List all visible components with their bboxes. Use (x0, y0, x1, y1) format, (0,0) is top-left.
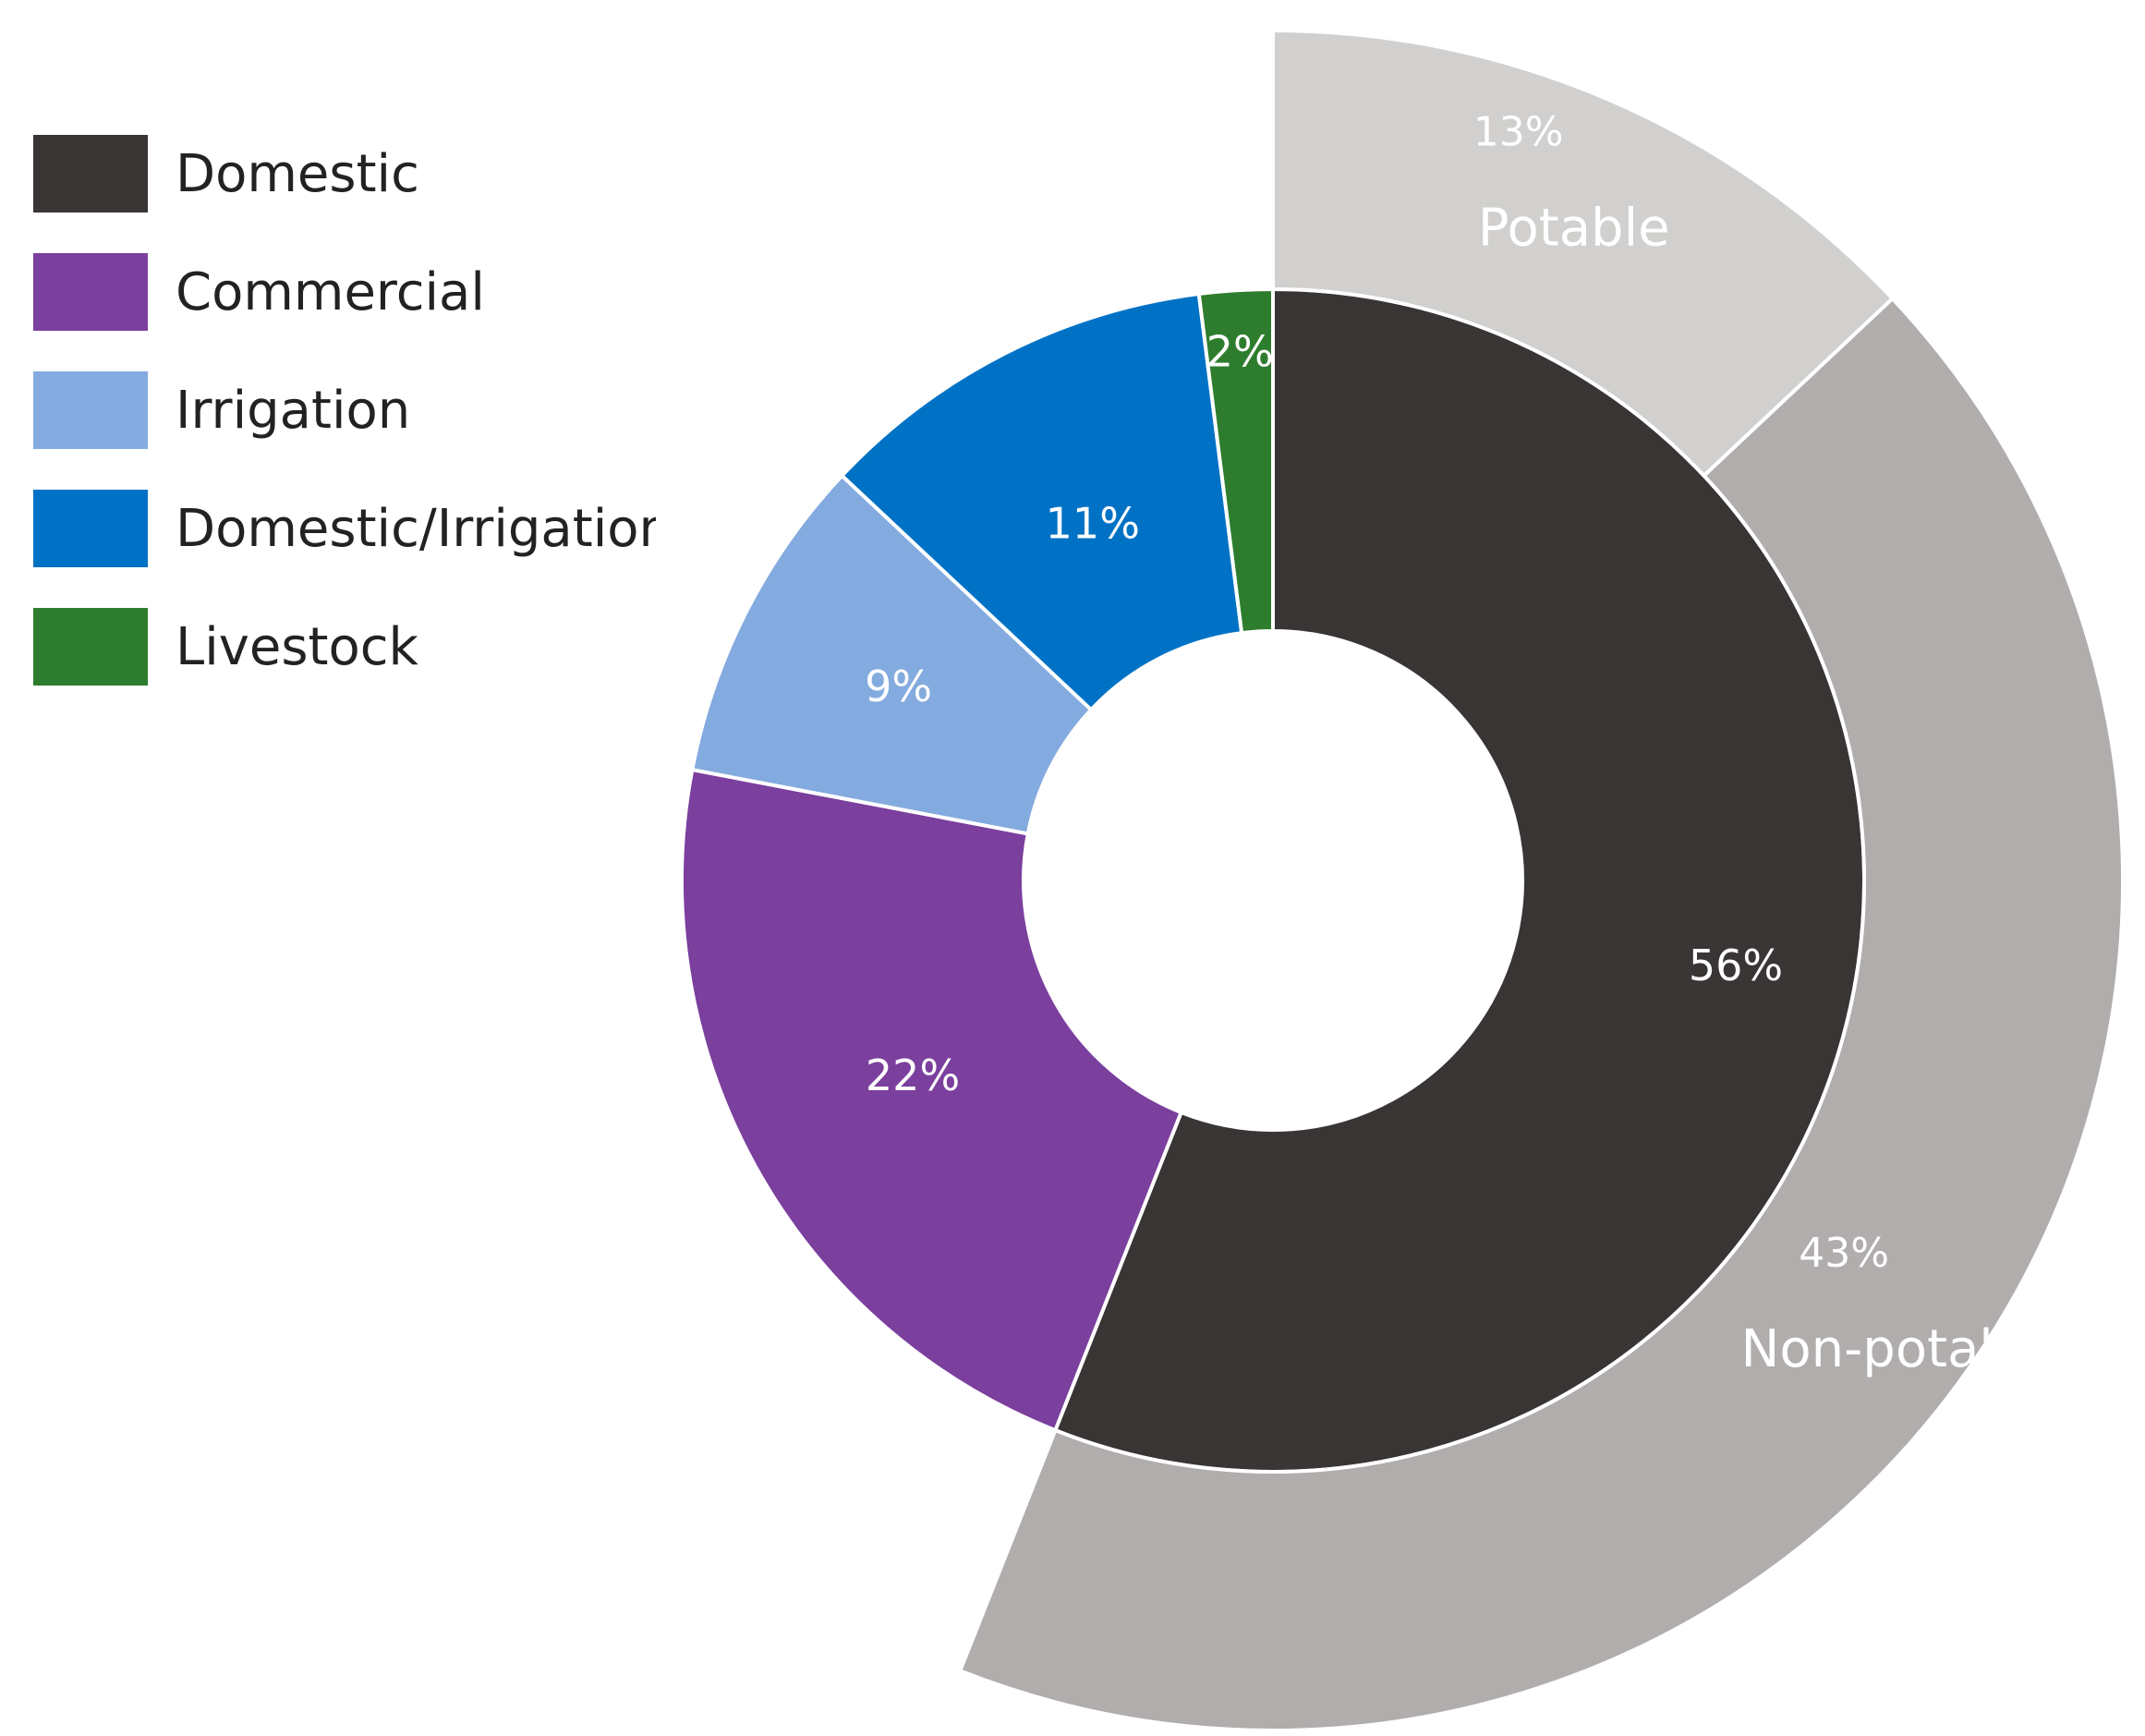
data-label-domestic-irrigation: 11% (1046, 498, 1140, 548)
data-label-livestock: 2% (1206, 327, 1274, 377)
data-label-potable: 13% (1473, 108, 1564, 155)
outer-slice-non-potable (957, 296, 2125, 1732)
category-label-potable: Potable (1478, 199, 1670, 259)
data-label-domestic: 56% (1689, 941, 1783, 990)
legend-item-commercial: Commercial (33, 253, 656, 331)
inner-slice-livestock (1196, 286, 1275, 636)
legend-item-livestock: Livestock (33, 608, 656, 686)
legend-swatch-commercial (33, 253, 148, 331)
legend-swatch-domestic-irrigation (33, 490, 148, 567)
legend-label-domestic-irrigation: Domestic/Irrigation (176, 498, 656, 559)
inner-slice-domestic-irrigation (839, 291, 1244, 712)
legend-label-domestic: Domestic (176, 143, 419, 204)
data-label-non-potable: 43% (1799, 1230, 1889, 1277)
inner-slice-commercial (680, 767, 1184, 1433)
outer-slice-potable (1271, 28, 1896, 479)
legend-label-irrigation: Irrigation (176, 380, 411, 441)
legend: Domestic Commercial Irrigation Domestic/… (33, 135, 656, 726)
inner-slice-irrigation (689, 473, 1095, 836)
legend-item-irrigation: Irrigation (33, 371, 656, 449)
legend-label-commercial: Commercial (176, 261, 485, 322)
category-label-non-potable: Non-potable (1740, 1319, 2058, 1379)
legend-swatch-irrigation (33, 371, 148, 449)
legend-label-livestock: Livestock (176, 616, 418, 677)
legend-swatch-livestock (33, 608, 148, 686)
legend-item-domestic-irrigation: Domestic/Irrigation (33, 490, 656, 567)
legend-swatch-domestic (33, 135, 148, 212)
data-label-commercial: 22% (866, 1050, 960, 1100)
legend-item-domestic: Domestic (33, 135, 656, 212)
data-label-irrigation: 9% (865, 662, 932, 711)
